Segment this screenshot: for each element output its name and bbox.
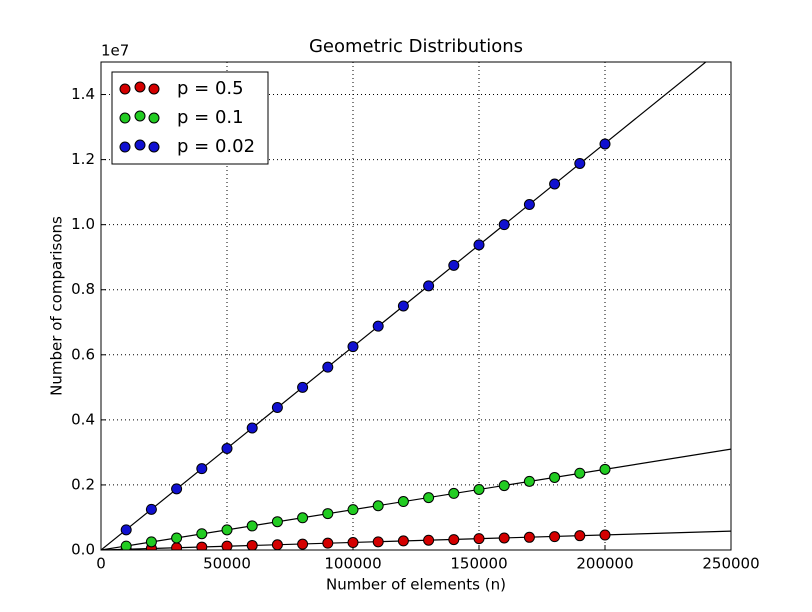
data-point [246, 539, 258, 550]
data-point [549, 471, 561, 483]
data-point [397, 496, 409, 508]
data-point [372, 536, 384, 548]
y-tick-label: 0.0 [71, 541, 95, 559]
y-tick-label: 0.6 [71, 345, 95, 363]
y-tick-label: 0.2 [71, 475, 95, 493]
data-point [423, 534, 435, 546]
data-point [322, 508, 334, 520]
data-point [196, 463, 208, 475]
data-point [473, 533, 485, 545]
data-point [347, 504, 359, 516]
legend-label: p = 0.1 [177, 107, 244, 128]
chart-title: Geometric Distributions [309, 36, 523, 57]
x-tick-label: 100000 [324, 555, 381, 573]
x-tick-label: 0 [96, 555, 106, 573]
data-point [372, 500, 384, 512]
data-point [397, 535, 409, 547]
x-axis-label: Number of elements (n) [326, 576, 506, 594]
legend-label: p = 0.5 [177, 78, 244, 99]
data-point [423, 492, 435, 504]
data-point [196, 528, 208, 540]
legend-marker [134, 81, 146, 93]
data-point [322, 361, 334, 373]
data-point [221, 540, 233, 550]
data-point [473, 239, 485, 251]
data-point [423, 280, 435, 292]
legend-marker [134, 110, 146, 122]
y-axis-label: Number of comparisons [48, 216, 66, 396]
data-point [347, 341, 359, 353]
data-point [549, 178, 561, 190]
x-tick-label: 250000 [702, 555, 759, 573]
data-point [246, 520, 258, 532]
y-tick-label: 1.2 [71, 150, 95, 168]
data-point [523, 198, 535, 210]
legend-marker [119, 141, 131, 153]
plot-area [101, 62, 731, 550]
data-point [498, 480, 510, 492]
data-point [297, 381, 309, 393]
legend-marker [148, 112, 160, 124]
data-point [523, 531, 535, 543]
data-point [523, 475, 535, 487]
data-point [271, 539, 283, 550]
data-point [196, 541, 208, 550]
y-offset-label: 1e7 [101, 42, 129, 60]
data-point [599, 138, 611, 150]
data-point [397, 300, 409, 312]
y-tick-label: 1.4 [71, 85, 95, 103]
data-point [448, 259, 460, 271]
data-point [145, 536, 157, 548]
data-point [473, 483, 485, 495]
legend-marker [148, 141, 160, 153]
legend-marker [134, 139, 146, 151]
data-point [498, 532, 510, 544]
data-point [574, 530, 586, 542]
data-point [171, 483, 183, 495]
data-point [599, 463, 611, 475]
data-point [448, 534, 460, 546]
legend-label: p = 0.02 [177, 136, 255, 157]
data-point [448, 487, 460, 499]
data-point [221, 524, 233, 536]
data-point [271, 516, 283, 528]
data-point [120, 540, 132, 550]
plot-frame [100, 61, 732, 551]
data-point [599, 529, 611, 541]
data-point [498, 219, 510, 231]
y-tick-label: 0.4 [71, 410, 95, 428]
legend-marker [148, 83, 160, 95]
data-point [574, 158, 586, 170]
data-point [145, 503, 157, 515]
data-point [322, 537, 334, 549]
data-point [171, 532, 183, 544]
x-tick-label: 150000 [450, 555, 507, 573]
data-point [297, 538, 309, 550]
data-point [271, 402, 283, 414]
y-tick-label: 1.0 [71, 215, 95, 233]
data-point [372, 320, 384, 332]
data-point [549, 531, 561, 543]
data-point [246, 422, 258, 434]
data-point [297, 512, 309, 524]
x-tick-label: 200000 [576, 555, 633, 573]
data-point [120, 524, 132, 536]
legend-marker [119, 83, 131, 95]
data-point [347, 537, 359, 549]
y-tick-label: 0.8 [71, 280, 95, 298]
data-point [574, 467, 586, 479]
data-point [221, 442, 233, 454]
legend-marker [119, 112, 131, 124]
x-tick-label: 50000 [203, 555, 251, 573]
